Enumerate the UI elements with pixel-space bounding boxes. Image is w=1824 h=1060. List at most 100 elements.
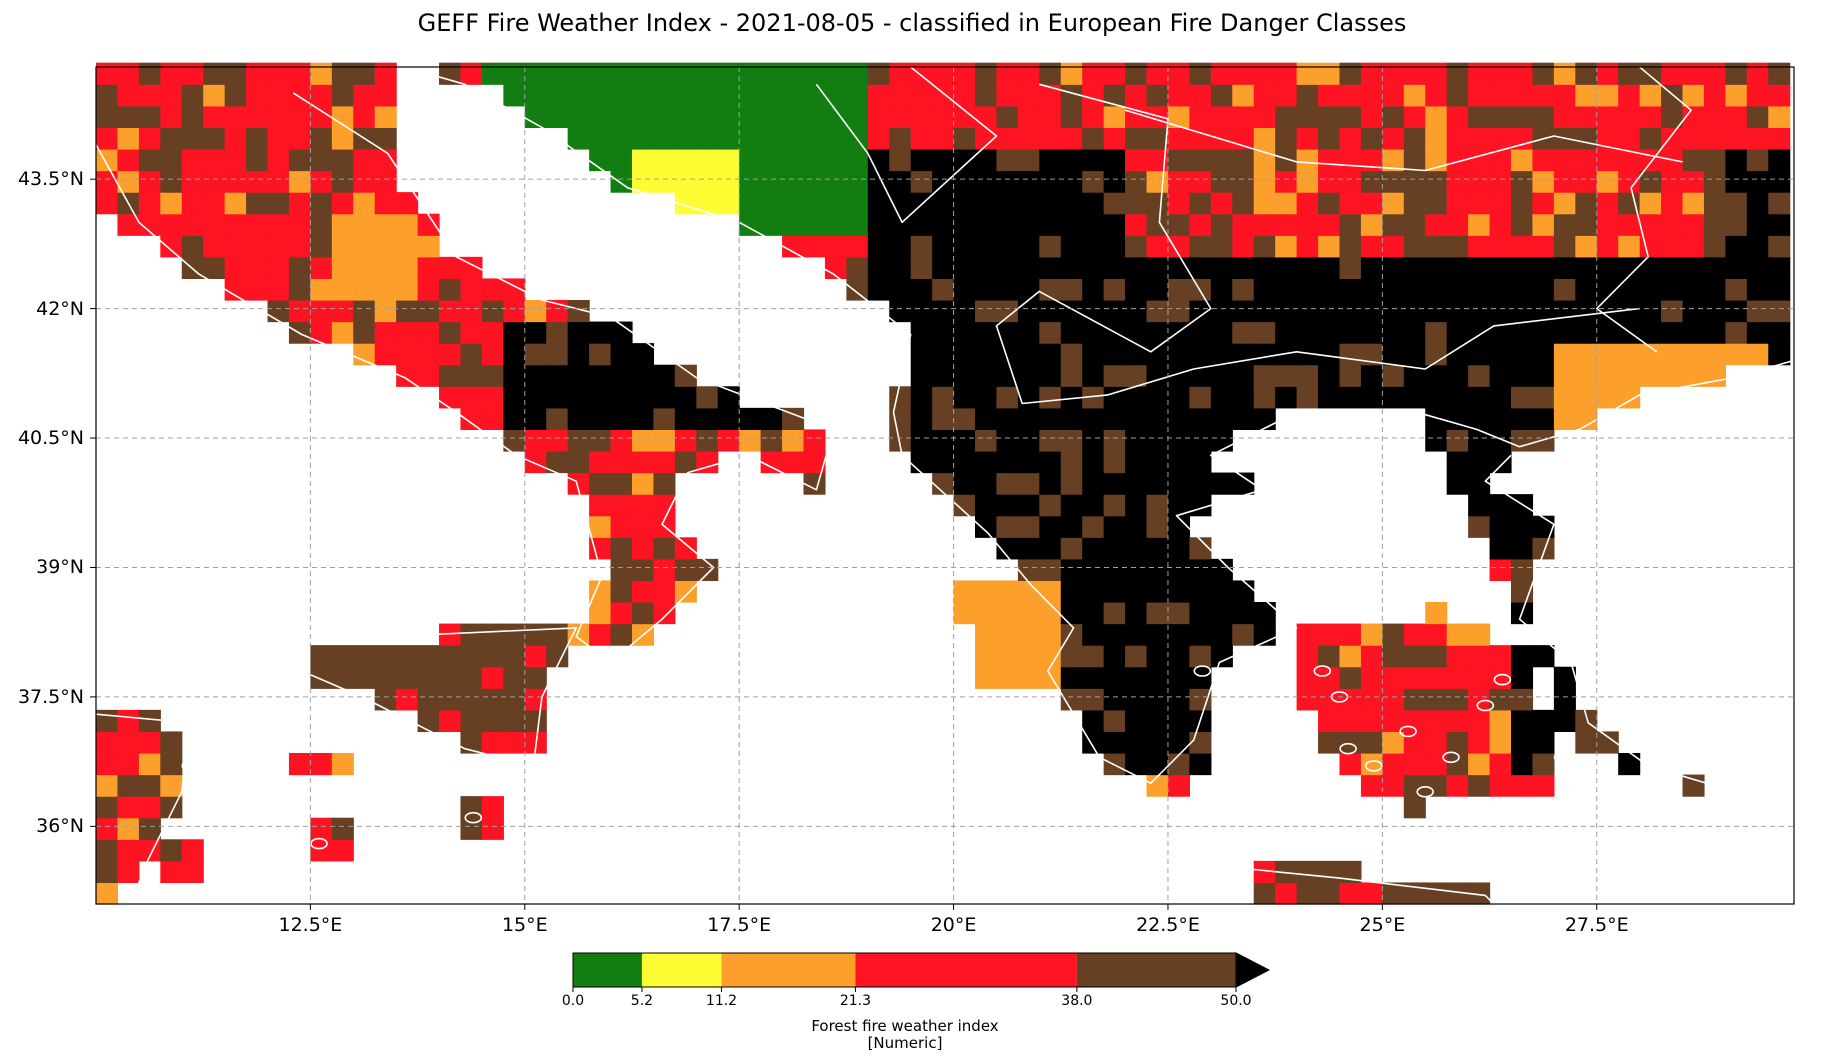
fwi-cell (803, 127, 826, 150)
fwi-cell (310, 148, 333, 172)
fwi-cell (567, 386, 590, 409)
fwi-cell (1296, 666, 1319, 689)
fwi-cell (1425, 601, 1448, 625)
fwi-cell (567, 84, 590, 107)
fwi-cell (1489, 450, 1512, 474)
fwi-cell (353, 84, 376, 107)
fwi-cell (288, 752, 311, 776)
fwi-cell (610, 105, 633, 128)
fwi-cell (1275, 62, 1298, 85)
fwi-cell (975, 213, 998, 236)
fwi-cell (1103, 407, 1126, 431)
fwi-cell (1232, 148, 1255, 172)
fwi-cell (1253, 192, 1276, 215)
fwi-cell (1189, 537, 1212, 560)
fwi-cell (867, 235, 890, 258)
fwi-cell (1017, 515, 1040, 538)
fwi-cell (1082, 688, 1105, 711)
fwi-cell (1661, 235, 1684, 258)
fwi-cell (1039, 558, 1062, 582)
fwi-cell (953, 321, 976, 344)
fwi-cell (1232, 472, 1255, 495)
fwi-cell (460, 645, 483, 668)
fwi-cell (331, 299, 354, 323)
coastline (95, 713, 192, 905)
fwi-cell (1167, 623, 1191, 646)
fwi-cell (1125, 62, 1148, 85)
fwi-cell (503, 386, 526, 409)
fwi-cell (1511, 537, 1534, 560)
fwi-cell (1339, 105, 1362, 128)
fwi-cell (996, 601, 1019, 625)
fwi-cell (1446, 105, 1469, 128)
fwi-cell (1060, 537, 1083, 560)
fwi-cell (996, 645, 1019, 668)
fwi-cell (1039, 213, 1062, 236)
fwi-cell (1039, 494, 1062, 517)
fwi-cell (1382, 62, 1405, 85)
fwi-cell (331, 278, 354, 301)
fwi-cell (160, 752, 183, 776)
fwi-cell (331, 235, 354, 258)
fwi-cell (1189, 429, 1212, 452)
fwi-cell (1382, 731, 1405, 754)
fwi-cell (1446, 688, 1469, 711)
fwi-cell (1618, 256, 1641, 280)
fwi-cell (1189, 84, 1212, 107)
fwi-cell (353, 278, 376, 301)
fwi-cell (1446, 299, 1469, 323)
fwi-cell (1682, 364, 1705, 387)
fwi-cell (610, 601, 633, 625)
fwi-cell (1103, 256, 1126, 280)
fwi-cell (374, 213, 397, 236)
fwi-cell (353, 62, 376, 85)
fwi-cell (181, 62, 204, 85)
fwi-cell (1553, 213, 1576, 236)
fwi-cell (181, 127, 204, 150)
fwi-cell (739, 429, 762, 452)
fwi-cell (1167, 450, 1191, 474)
fwi-cell (610, 494, 633, 517)
fwi-cell (1725, 299, 1748, 323)
fwi-cell (1210, 364, 1233, 387)
fwi-cell (1746, 278, 1769, 301)
fwi-cell (803, 170, 826, 193)
fwi-cell (610, 558, 633, 582)
fwi-cell (203, 127, 226, 150)
fwi-cell (374, 688, 397, 711)
fwi-cell (1017, 343, 1040, 366)
fwi-cell (932, 364, 955, 387)
fwi-cell (1082, 709, 1105, 733)
lon-tick-label: 17.5°E (707, 914, 772, 936)
fwi-cell (1511, 299, 1534, 323)
fwi-cell (1725, 84, 1748, 107)
fwi-cell (610, 386, 633, 409)
fwi-cell (310, 321, 333, 344)
fwi-cell (181, 192, 204, 215)
fwi-cell (1382, 343, 1405, 366)
fwi-cell (567, 407, 590, 431)
fwi-cell (1253, 386, 1276, 409)
fwi-cell (396, 235, 419, 258)
fwi-cell (1360, 666, 1383, 689)
fwi-cell (889, 170, 912, 193)
fwi-cell (1339, 84, 1362, 107)
fwi-cell (653, 558, 676, 582)
fwi-cell (1725, 105, 1748, 128)
fwi-cell (996, 235, 1019, 258)
fwi-cell (203, 235, 226, 258)
fwi-cell (460, 817, 483, 840)
fwi-cell (117, 731, 140, 754)
fwi-cell (310, 299, 333, 323)
fwi-cell (610, 515, 633, 538)
fwi-cell (1682, 84, 1705, 107)
fwi-cell (1360, 278, 1383, 301)
fwi-cell (1403, 278, 1426, 301)
fwi-cell (1039, 105, 1062, 128)
fwi-cell (953, 105, 976, 128)
fwi-cell (1468, 213, 1491, 236)
fwi-cell (910, 364, 933, 387)
fwi-cell (1639, 213, 1662, 236)
fwi-cell (1339, 364, 1362, 387)
fwi-cell (138, 709, 161, 733)
